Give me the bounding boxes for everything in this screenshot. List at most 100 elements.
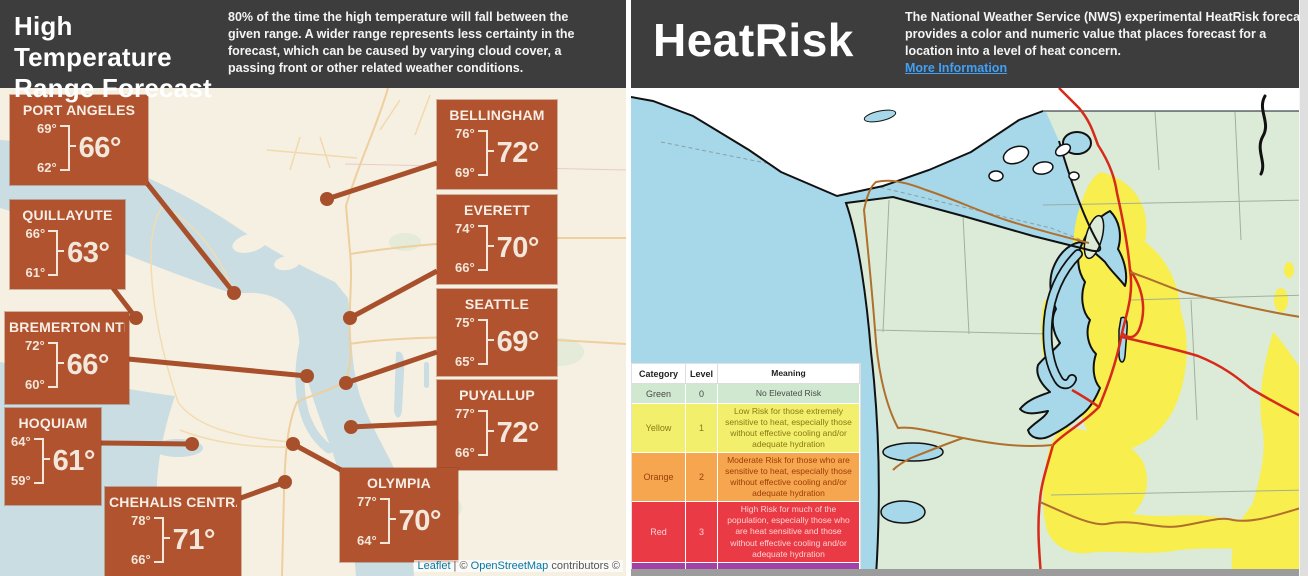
legend-meaning: No Elevated Risk	[718, 384, 860, 404]
legend-category: Magenta	[632, 562, 686, 575]
station-high-temp: 72°	[24, 338, 45, 353]
station-name: BREMERTON NTNL	[9, 319, 125, 335]
right-map-sound	[880, 131, 1128, 524]
station-range: 77° 66° 72°	[441, 406, 553, 460]
san-juan-islands	[988, 143, 1080, 182]
station-low-temp: 65°	[454, 354, 475, 369]
station-low-temp: 60°	[24, 377, 45, 392]
heatrisk-panel: Category Level Meaning Green 0 No Elevat…	[631, 0, 1308, 576]
vancouver-island-coast	[631, 96, 1044, 198]
legend-header-row: Category Level Meaning	[632, 364, 860, 384]
station-range: 64° 59° 61°	[9, 434, 97, 488]
legend-meaning: High Risk for much of the population, es…	[718, 502, 860, 563]
legend-category: Yellow	[632, 404, 686, 454]
station-range: 77° 64° 70°	[344, 494, 454, 548]
station-name: CHEHALIS CENTRAL	[109, 494, 237, 510]
station-name: OLYMPIA	[367, 475, 431, 491]
station-high-temp: 77°	[454, 406, 475, 421]
range-bracket-icon	[477, 225, 494, 271]
heatrisk-description: The National Weather Service (NWS) exper…	[905, 9, 1308, 77]
range-bracket-icon	[47, 342, 64, 388]
heatrisk-title: HeatRisk	[653, 14, 854, 66]
page-title: High Temperature Range Forecast	[14, 11, 212, 103]
station-callout: EVERETT 74° 66° 70°	[437, 195, 557, 284]
station-high-temp: 74°	[454, 221, 475, 236]
station-callout: PUYALLUP 77° 66° 72°	[437, 380, 557, 470]
legend-level: 3	[686, 502, 718, 563]
station-high-temp: 78°	[130, 513, 151, 528]
legend-row: Yellow 1 Low Risk for those extremely se…	[632, 404, 860, 454]
station-forecast-temp: 70°	[398, 504, 442, 537]
station-range: 72° 60° 66°	[9, 338, 125, 392]
high-temp-panel: PORT ANGELES 69° 62° 66° QUILLAYUTE	[0, 0, 626, 576]
station-low-temp: 61°	[25, 265, 46, 280]
legend-meaning: Low Risk for those extremely sensitive t…	[718, 404, 860, 454]
legend-category: Red	[632, 502, 686, 563]
range-bracket-icon	[59, 125, 76, 171]
attribution-suffix: contributors ©	[548, 560, 620, 572]
map-bottom-bar	[631, 569, 1300, 576]
station-low-temp: 62°	[36, 160, 57, 175]
legend-header-meaning: Meaning	[718, 364, 860, 384]
station-forecast-temp: 69°	[496, 325, 540, 358]
station-callout: QUILLAYUTE 66° 61° 63°	[10, 200, 125, 289]
station-name: BELLINGHAM	[449, 107, 545, 123]
station-range: 76° 69° 72°	[441, 126, 553, 180]
station-low-temp: 66°	[130, 552, 151, 567]
station-range: 66° 61° 63°	[14, 226, 121, 280]
station-high-temp: 66°	[25, 226, 46, 241]
range-bracket-icon	[379, 498, 396, 544]
legend-row: Orange 2 Moderate Risk for those who are…	[632, 453, 860, 503]
legend-header-category: Category	[632, 364, 686, 384]
legend-level: 0	[686, 384, 718, 404]
station-high-temp: 75°	[454, 315, 475, 330]
legend-category: Orange	[632, 453, 686, 503]
heatrisk-description-text: The National Weather Service (NWS) exper…	[905, 10, 1308, 58]
legend-level: 2	[686, 453, 718, 503]
legend-meaning: Moderate Risk for those who are sensitiv…	[718, 453, 860, 503]
ross-lake	[1258, 94, 1268, 176]
station-name: QUILLAYUTE	[22, 207, 113, 223]
right-header: HeatRisk The National Weather Service (N…	[631, 0, 1308, 88]
canada-region	[631, 88, 1308, 196]
station-low-temp: 69°	[454, 165, 475, 180]
station-forecast-temp: 72°	[496, 136, 540, 169]
left-header: High Temperature Range Forecast 80% of t…	[0, 0, 626, 103]
more-information-link[interactable]: More Information	[905, 60, 1008, 75]
legend-header-level: Level	[686, 364, 718, 384]
legend-level: 1	[686, 404, 718, 454]
station-name: EVERETT	[464, 202, 530, 218]
station-low-temp: 64°	[356, 533, 377, 548]
map-attribution: Leaflet | © OpenStreetMap contributors ©	[414, 560, 623, 572]
station-forecast-temp: 66°	[78, 131, 122, 164]
legend-row: Red 3 High Risk for much of the populati…	[632, 502, 860, 563]
station-name: PUYALLUP	[459, 387, 535, 403]
range-bracket-icon	[477, 410, 494, 456]
station-forecast-temp: 63°	[67, 236, 110, 269]
station-callout: BELLINGHAM 76° 69° 72°	[437, 100, 557, 189]
station-name: SEATTLE	[464, 296, 530, 312]
openstreetmap-link[interactable]: OpenStreetMap	[470, 560, 549, 572]
station-name: PORT ANGELES	[22, 102, 136, 118]
station-forecast-temp: 61°	[52, 444, 96, 477]
range-bracket-icon	[477, 130, 494, 176]
vertical-scrollbar[interactable]	[1299, 0, 1308, 576]
range-bracket-icon	[48, 230, 65, 276]
station-range: 78° 66° 71°	[109, 513, 237, 567]
island-lake	[863, 109, 897, 123]
range-bracket-icon	[477, 319, 494, 365]
station-high-temp: 77°	[356, 494, 377, 509]
range-bracket-icon	[153, 517, 170, 563]
station-forecast-temp: 66°	[66, 348, 110, 381]
legend-category: Green	[632, 384, 686, 404]
station-callout: CHEHALIS CENTRAL 78° 66° 71°	[105, 487, 241, 576]
station-callout: SEATTLE 75° 65° 69°	[437, 289, 557, 376]
station-range: 74° 66° 70°	[441, 221, 553, 275]
station-callout: OLYMPIA 77° 64° 70°	[340, 468, 458, 562]
forecast-description: 80% of the time the high temperature wil…	[228, 10, 575, 75]
station-low-temp: 66°	[454, 445, 475, 460]
station-high-temp: 76°	[454, 126, 475, 141]
highways-brown	[862, 179, 1308, 528]
leaflet-link[interactable]: Leaflet	[417, 560, 451, 572]
